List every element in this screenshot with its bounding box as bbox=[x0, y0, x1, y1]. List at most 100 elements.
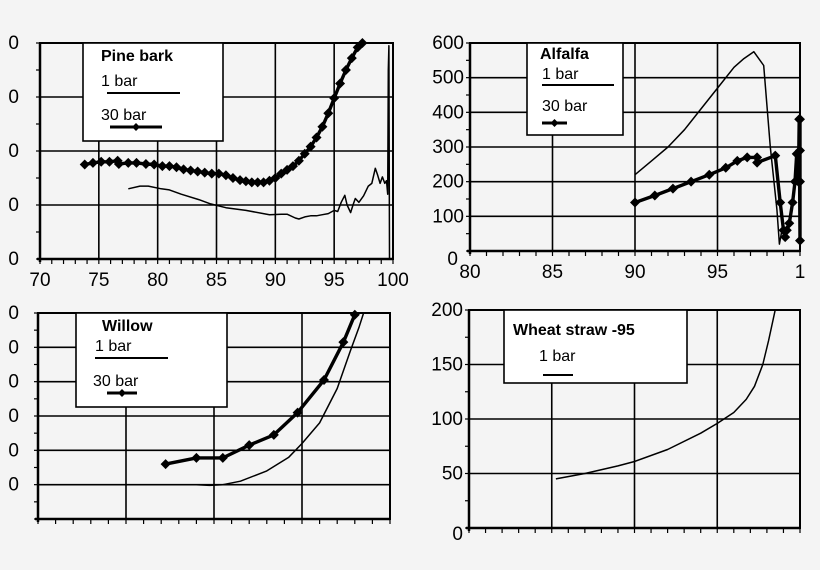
y-tick-label: 0 bbox=[8, 440, 19, 461]
y-tick-label: 0 bbox=[8, 195, 19, 216]
data-point-marker bbox=[160, 459, 171, 470]
data-point-marker bbox=[732, 155, 743, 166]
data-point-marker bbox=[246, 177, 257, 188]
y-tick-label: 200 bbox=[432, 172, 464, 193]
x-tick-label: 85 bbox=[206, 270, 227, 291]
y-tick-label: 0 bbox=[8, 141, 19, 162]
data-point-marker bbox=[96, 156, 107, 167]
chart-alfalfa: 80 85 90 95 1 0 100 200 300 400 500 600 Alfalfa 1 bar… bbox=[432, 33, 805, 283]
data-point-marker bbox=[720, 162, 731, 173]
chart-pine-bark: 70 75 80 85 90 95 100 0 0 0 0 0 Pine bark 1 bar 30 bar bbox=[8, 33, 408, 291]
data-point-marker bbox=[299, 148, 310, 159]
data-point-marker bbox=[206, 168, 217, 179]
data-point-marker bbox=[149, 159, 160, 170]
x-tick-label: 85 bbox=[542, 262, 563, 283]
series-1-bar bbox=[196, 312, 365, 487]
y-tick-label: 0 bbox=[452, 524, 463, 545]
legend-box bbox=[503, 309, 688, 384]
data-point-marker bbox=[795, 235, 805, 246]
chart-wheat-straw: 0 50 100 150 200 Wheat straw -95 1 bar bbox=[431, 300, 801, 545]
y-tick-label: 400 bbox=[432, 102, 464, 123]
data-point-marker bbox=[317, 121, 328, 132]
data-point-marker bbox=[357, 38, 368, 48]
data-point-marker bbox=[192, 166, 203, 177]
series-1-bar bbox=[128, 44, 391, 260]
data-point-marker bbox=[704, 169, 715, 180]
x-tick-label: 100 bbox=[377, 270, 409, 291]
data-point-marker bbox=[87, 157, 98, 168]
data-point-marker bbox=[667, 183, 678, 194]
series-30-bar bbox=[630, 114, 805, 246]
data-point-marker bbox=[795, 145, 805, 156]
y-tick-label: 200 bbox=[431, 300, 463, 321]
legend: Pine bark 1 bar 30 bar bbox=[82, 42, 224, 142]
data-point-marker bbox=[311, 132, 322, 143]
data-point-marker bbox=[185, 165, 196, 176]
legend: Wheat straw -95 1 bar bbox=[503, 309, 688, 384]
data-point-marker bbox=[104, 156, 115, 167]
legend-entry-label: 30 bar bbox=[542, 98, 588, 115]
series-line bbox=[555, 309, 776, 480]
axis-ticks bbox=[34, 312, 391, 524]
y-tick-label: 0 bbox=[8, 87, 19, 108]
data-point-marker bbox=[752, 157, 763, 168]
chart-willow: 0 0 0 0 0 0 Willow 1 bar 30 bar bbox=[8, 303, 391, 524]
data-point-marker bbox=[164, 161, 175, 172]
y-tick-label: 0 bbox=[8, 475, 19, 496]
legend-marker bbox=[132, 123, 140, 131]
y-tick-label: 300 bbox=[432, 137, 464, 158]
y-tick-label: 100 bbox=[432, 206, 464, 227]
y-tick-label: 0 bbox=[8, 249, 19, 270]
data-point-marker bbox=[191, 452, 202, 463]
legend-entry-label: 1 bar bbox=[101, 73, 138, 90]
legend-entry-label: 1 bar bbox=[95, 338, 132, 355]
data-point-marker bbox=[770, 150, 781, 161]
legend-title: Wheat straw -95 bbox=[513, 322, 635, 339]
data-point-marker bbox=[323, 108, 334, 119]
data-point-marker bbox=[157, 161, 168, 172]
x-tick-label: 95 bbox=[324, 270, 345, 291]
x-tick-label: 1 bbox=[795, 262, 806, 283]
data-point-marker bbox=[217, 452, 228, 463]
axis-ticks bbox=[36, 42, 394, 264]
legend-entry-label: 30 bar bbox=[101, 107, 147, 124]
series-30-bar bbox=[79, 38, 368, 188]
data-point-marker bbox=[742, 152, 753, 163]
data-point-marker bbox=[686, 176, 697, 187]
y-tick-label: 0 bbox=[8, 33, 19, 54]
data-point-marker bbox=[319, 374, 329, 385]
data-point-marker bbox=[338, 337, 349, 348]
data-point-marker bbox=[270, 173, 281, 183]
series-1-bar bbox=[634, 50, 786, 245]
legend: Willow 1 bar 30 bar bbox=[75, 312, 228, 408]
series-line bbox=[196, 312, 365, 487]
data-point-marker bbox=[630, 197, 640, 208]
data-point-marker bbox=[780, 232, 791, 243]
data-point-marker bbox=[340, 65, 351, 75]
y-tick-label: 0 bbox=[8, 372, 19, 393]
axis-ticks bbox=[465, 309, 801, 533]
data-point-marker bbox=[140, 158, 151, 169]
y-tick-label: 100 bbox=[431, 409, 463, 430]
x-tick-label: 95 bbox=[707, 262, 728, 283]
data-point-marker bbox=[795, 176, 805, 187]
y-tick-label: 50 bbox=[442, 464, 463, 485]
data-point-marker bbox=[178, 164, 189, 175]
data-point-marker bbox=[346, 53, 357, 64]
data-point-marker bbox=[268, 429, 279, 440]
data-point-marker bbox=[199, 167, 210, 178]
data-point-marker bbox=[123, 157, 134, 168]
legend-entry-label: 30 bar bbox=[93, 373, 139, 390]
legend-marker bbox=[550, 119, 559, 127]
data-point-marker bbox=[252, 177, 263, 188]
data-point-marker bbox=[305, 141, 316, 152]
y-tick-label: 0 bbox=[8, 406, 19, 427]
legend: Alfalfa 1 bar 30 bar bbox=[526, 42, 624, 136]
data-point-marker bbox=[131, 157, 142, 168]
legend-marker bbox=[118, 389, 126, 397]
series-30-bar bbox=[160, 309, 360, 470]
legend-title: Pine bark bbox=[101, 48, 173, 65]
data-point-marker bbox=[752, 152, 763, 163]
